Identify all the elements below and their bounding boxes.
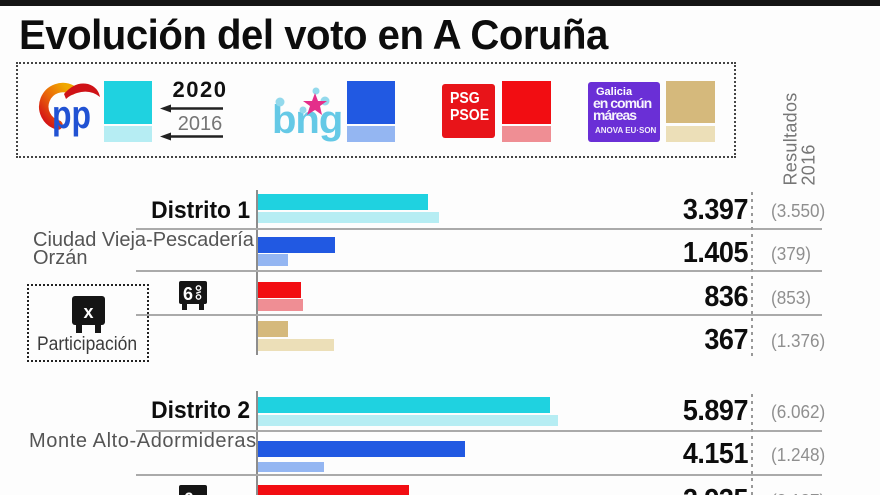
svg-text:6: 6 — [184, 489, 193, 495]
svg-text:pp: pp — [52, 93, 91, 137]
svg-text:x: x — [83, 302, 93, 322]
svg-text:6: 6 — [183, 284, 193, 304]
